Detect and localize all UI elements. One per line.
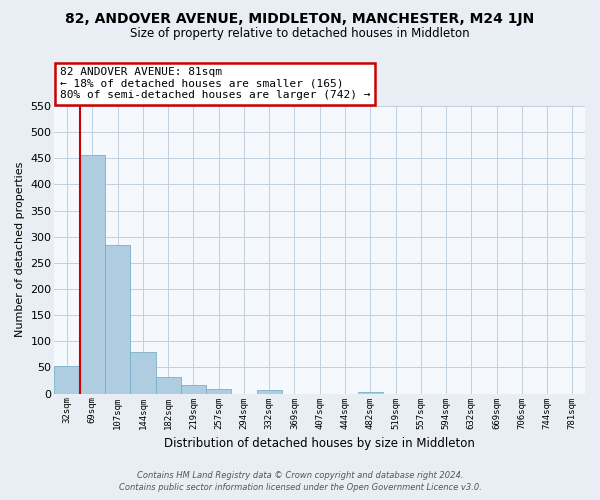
Bar [257,390,282,394]
Bar [358,392,383,394]
Y-axis label: Number of detached properties: Number of detached properties [15,162,25,338]
Bar [105,245,130,394]
Bar [181,384,206,394]
Text: Contains HM Land Registry data © Crown copyright and database right 2024.
Contai: Contains HM Land Registry data © Crown c… [119,471,481,492]
Text: 82, ANDOVER AVENUE, MIDDLETON, MANCHESTER, M24 1JN: 82, ANDOVER AVENUE, MIDDLETON, MANCHESTE… [65,12,535,26]
Text: 82 ANDOVER AVENUE: 81sqm
← 18% of detached houses are smaller (165)
80% of semi-: 82 ANDOVER AVENUE: 81sqm ← 18% of detach… [60,67,370,100]
Bar [206,389,232,394]
Bar [80,154,105,394]
X-axis label: Distribution of detached houses by size in Middleton: Distribution of detached houses by size … [164,437,475,450]
Bar [155,377,181,394]
Bar [130,352,155,394]
Bar [55,366,80,394]
Text: Size of property relative to detached houses in Middleton: Size of property relative to detached ho… [130,28,470,40]
